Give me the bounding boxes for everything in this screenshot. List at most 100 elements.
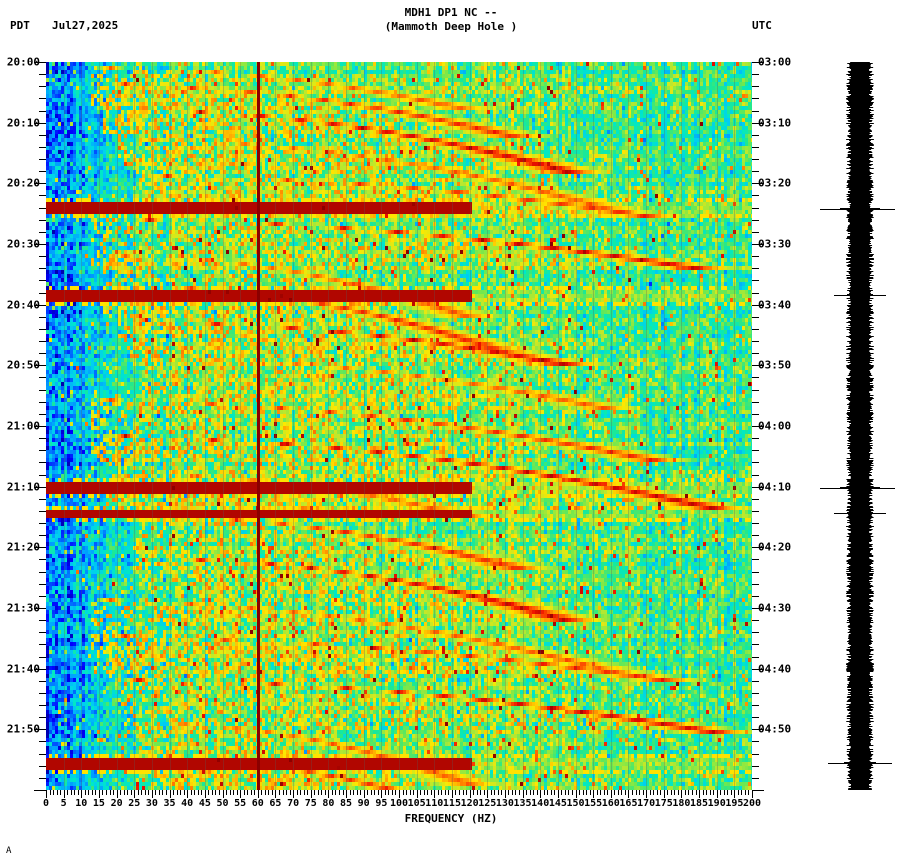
freq-minor-tick	[343, 790, 344, 795]
freq-minor-tick	[166, 790, 167, 795]
freq-minor-tick	[745, 790, 746, 795]
freq-tick-label: 75	[304, 798, 317, 809]
freq-tick-label: 90	[357, 798, 370, 809]
helicorder-canvas	[800, 62, 895, 790]
freq-minor-tick	[547, 790, 548, 795]
time-minor-tick	[39, 293, 46, 294]
time-tick-label-utc: 03:20	[758, 176, 792, 190]
timezone-label-right: UTC	[752, 19, 772, 32]
freq-minor-tick	[448, 790, 449, 795]
freq-minor-tick	[703, 790, 704, 795]
freq-minor-tick	[57, 790, 58, 795]
freq-major-tick	[64, 790, 65, 798]
time-major-tick	[752, 183, 764, 184]
time-minor-tick	[39, 232, 46, 233]
freq-minor-tick	[233, 790, 234, 795]
freq-minor-tick	[724, 790, 725, 795]
freq-minor-tick	[731, 790, 732, 795]
time-minor-tick	[39, 535, 46, 536]
freq-minor-tick	[438, 790, 439, 795]
freq-minor-tick	[678, 790, 679, 795]
time-major-tick	[34, 426, 46, 427]
freq-minor-tick	[625, 790, 626, 795]
time-minor-tick	[752, 171, 759, 172]
time-minor-tick	[39, 475, 46, 476]
time-major-tick	[34, 305, 46, 306]
time-tick-label-utc: 04:10	[758, 480, 792, 494]
freq-minor-tick	[590, 790, 591, 795]
freq-minor-tick	[530, 790, 531, 795]
freq-major-tick	[170, 790, 171, 798]
freq-minor-tick	[314, 790, 315, 795]
freq-minor-tick	[78, 790, 79, 795]
freq-minor-tick	[526, 790, 527, 795]
freq-major-tick	[134, 790, 135, 798]
time-minor-tick	[752, 293, 759, 294]
time-minor-tick	[39, 317, 46, 318]
freq-tick-label: 10	[75, 798, 88, 809]
timezone-label-left: PDT	[10, 19, 30, 32]
freq-minor-tick	[480, 790, 481, 795]
freq-minor-tick	[50, 790, 51, 795]
freq-minor-tick	[219, 790, 220, 795]
freq-minor-tick	[727, 790, 728, 795]
time-tick-label-pdt: 20:50	[6, 358, 40, 372]
freq-major-tick	[664, 790, 665, 798]
time-minor-tick	[39, 390, 46, 391]
time-tick-label-utc: 03:00	[758, 55, 792, 69]
freq-major-tick	[275, 790, 276, 798]
time-minor-tick	[752, 535, 759, 536]
time-minor-tick	[752, 98, 759, 99]
freq-major-tick	[117, 790, 118, 798]
freq-minor-tick	[268, 790, 269, 795]
spectrogram-plot[interactable]	[46, 62, 752, 790]
freq-major-tick	[505, 790, 506, 798]
freq-major-tick	[205, 790, 206, 798]
freq-minor-tick	[508, 790, 509, 795]
time-minor-tick	[39, 499, 46, 500]
freq-minor-tick	[53, 790, 54, 795]
freq-major-tick	[258, 790, 259, 798]
freq-minor-tick	[102, 790, 103, 795]
freq-minor-tick	[74, 790, 75, 795]
freq-minor-tick	[335, 790, 336, 795]
freq-major-tick	[346, 790, 347, 798]
freq-minor-tick	[371, 790, 372, 795]
freq-minor-tick	[544, 790, 545, 795]
freq-minor-tick	[636, 790, 637, 795]
freq-minor-tick	[572, 790, 573, 795]
freq-minor-tick	[597, 790, 598, 795]
freq-minor-tick	[491, 790, 492, 795]
freq-minor-tick	[215, 790, 216, 795]
time-minor-tick	[752, 256, 759, 257]
freq-tick-label: 30	[145, 798, 158, 809]
freq-minor-tick	[484, 790, 485, 795]
freq-minor-tick	[688, 790, 689, 795]
time-major-tick	[34, 244, 46, 245]
freq-minor-tick	[604, 790, 605, 795]
freq-tick-label: 195	[725, 798, 744, 809]
time-minor-tick	[39, 438, 46, 439]
freq-tick-label: 0	[42, 798, 50, 809]
time-minor-tick	[752, 499, 759, 500]
freq-major-tick	[470, 790, 471, 798]
time-tick-label-pdt: 21:00	[6, 419, 40, 433]
time-minor-tick	[39, 341, 46, 342]
time-minor-tick	[39, 693, 46, 694]
freq-major-tick	[240, 790, 241, 798]
freq-minor-tick	[177, 790, 178, 795]
time-tick-label-utc: 04:30	[758, 601, 792, 615]
time-minor-tick	[39, 195, 46, 196]
time-tick-label-pdt: 21:20	[6, 540, 40, 554]
freq-minor-tick	[653, 790, 654, 795]
time-minor-tick	[39, 523, 46, 524]
freq-tick-label: 115	[442, 798, 461, 809]
freq-minor-tick	[357, 790, 358, 795]
time-major-tick	[752, 487, 764, 488]
freq-minor-tick	[657, 790, 658, 795]
freq-minor-tick	[445, 790, 446, 795]
time-minor-tick	[39, 705, 46, 706]
freq-minor-tick	[180, 790, 181, 795]
time-major-tick	[752, 365, 764, 366]
freq-minor-tick	[304, 790, 305, 795]
